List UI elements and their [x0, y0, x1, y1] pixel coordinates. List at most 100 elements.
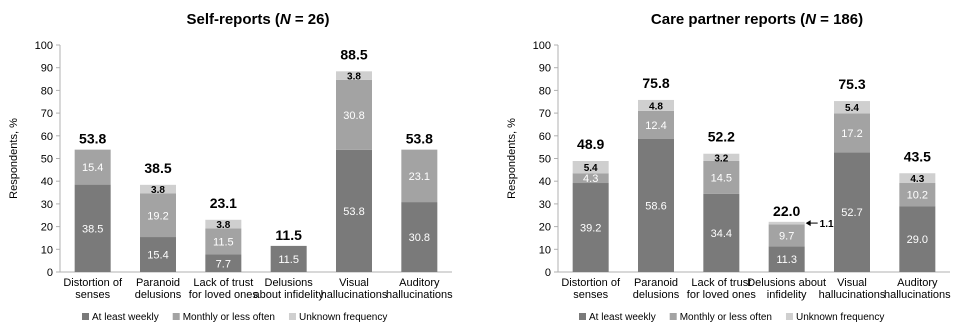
bar-value-label: 5.4	[845, 103, 859, 114]
bar-total-label: 52.2	[708, 129, 735, 145]
x-tick-label: hallucinations	[386, 289, 453, 301]
bar-value-label: 11.5	[213, 236, 234, 248]
legend-group: At least weekly Monthly or less often Unkn…	[579, 312, 884, 323]
title-part: = 186)	[816, 11, 863, 28]
bar-value-label: 3.8	[151, 185, 165, 196]
bar-value-label: 4.8	[649, 101, 663, 112]
legend-label: At least weekly	[589, 312, 656, 323]
y-tick-label: 70	[41, 108, 53, 120]
y-tick-label: 80	[539, 85, 551, 97]
self-reports-chart: Self-reports (N = 26) Respondents, % 0 10 20…	[8, 11, 453, 301]
bar-total-label: 88.5	[340, 46, 367, 62]
bar-total-label: 53.8	[79, 131, 106, 147]
bar-value-label: 3.8	[347, 72, 361, 83]
x-tick-label: Delusions	[265, 277, 314, 289]
bar-segment-unknown	[336, 71, 372, 80]
y-tick-label: 30	[539, 199, 551, 211]
bar-segment-unknown	[703, 153, 740, 161]
bar-segment-weekly	[703, 193, 740, 272]
bar-segment-unknown	[572, 160, 609, 174]
legend-swatch-unknown	[785, 313, 793, 320]
y-tick-label: 100	[533, 40, 551, 52]
y-axis-label: Respondents, %	[506, 118, 518, 199]
bar-total-label: 48.9	[577, 136, 604, 152]
bar-segment-unknown	[205, 219, 242, 229]
x-tick-label: Visual	[837, 277, 867, 289]
bar-segment-weekly	[899, 206, 936, 272]
bar-segment-monthly	[638, 110, 674, 139]
y-tick-label: 10	[539, 244, 551, 256]
bar-value-label: 19.2	[147, 210, 168, 222]
bar-segment-monthly	[140, 193, 176, 238]
bar-value-label: 39.2	[580, 223, 601, 235]
x-tick-label: Paranoid	[136, 277, 180, 289]
bar-total-label: 11.5	[275, 227, 302, 243]
legend-swatch-weekly	[82, 313, 89, 320]
bar-segment-weekly	[572, 183, 609, 272]
legend-label: Unknown frequency	[299, 312, 387, 323]
y-tick-label: 0	[545, 267, 551, 279]
bar-total-label: 38.5	[144, 160, 171, 176]
x-tick-label: Auditory	[399, 277, 440, 289]
bar-segment-monthly	[768, 224, 805, 247]
title-part: = 26)	[291, 11, 330, 28]
title-n: N	[280, 11, 292, 28]
bar-segment-weekly	[401, 202, 438, 272]
bar-value-label: 34.4	[711, 228, 732, 240]
bar-value-label: 58.6	[645, 200, 666, 212]
x-tick-label: about infidelity	[254, 289, 325, 301]
legend-swatch-monthly	[172, 313, 180, 320]
bar-segment-monthly	[899, 183, 936, 207]
annotation-arrow-head	[805, 220, 811, 227]
title-part: Care partner reports (	[651, 11, 805, 28]
bar-total-label: 23.1	[210, 195, 237, 211]
y-tick-label: 60	[41, 131, 53, 143]
x-tick-label: Paranoid	[634, 277, 678, 289]
x-tick-label: delusions	[633, 289, 680, 301]
bar-total-label: 43.5	[904, 148, 931, 164]
bar-segment-weekly	[140, 237, 176, 272]
legend-swatch-monthly	[669, 313, 677, 320]
x-tick-label: hallucinations	[321, 289, 388, 301]
bar-value-label: 3.8	[216, 220, 230, 231]
y-tick-label: 50	[41, 154, 53, 166]
y-tick-label: 10	[41, 244, 53, 256]
x-tick-label: Lack of trust	[193, 277, 253, 289]
bar-value-label: 4.3	[583, 173, 598, 185]
bar-segment-monthly	[572, 173, 609, 184]
x-tick-label: Auditory	[897, 277, 938, 289]
bar-segment-weekly	[205, 254, 242, 272]
bar-segment-weekly	[336, 149, 372, 272]
legend-swatch-weekly	[579, 313, 586, 320]
bar-segment-monthly	[703, 160, 740, 194]
bar-segment-monthly	[74, 149, 111, 185]
x-tick-label: Delusions about	[747, 277, 826, 289]
x-tick-label: for loved ones	[189, 289, 259, 301]
legend-group: At least weekly Monthly or less often Unkn…	[82, 312, 387, 323]
bar-total-label: 75.8	[642, 75, 669, 91]
x-tick-label: Lack of trust	[691, 277, 751, 289]
y-tick-label: 40	[41, 176, 53, 188]
bar-segment-unknown	[638, 99, 674, 111]
x-tick-label: Distortion of	[561, 277, 621, 289]
bar-value-label: 53.8	[343, 206, 364, 218]
bar-value-label: 15.4	[147, 250, 168, 262]
bar-segment-monthly	[834, 113, 870, 153]
legend-label: Unknown frequency	[796, 312, 884, 323]
bar-segment-unknown	[768, 221, 805, 225]
title-part: Self-reports (	[187, 11, 280, 28]
bar-segment-monthly	[336, 79, 372, 150]
y-tick-label: 20	[539, 222, 551, 234]
x-tick-label: for loved ones	[687, 289, 757, 301]
bar-segment-weekly	[768, 246, 805, 272]
y-tick-label: 90	[41, 63, 53, 75]
x-tick-label: senses	[573, 289, 608, 301]
y-tick-label: 60	[539, 131, 551, 143]
annotation-label: 1.1	[820, 219, 834, 230]
bar-value-label: 9.7	[779, 230, 794, 242]
bar-value-label: 12.4	[645, 120, 666, 132]
y-tick-label: 50	[539, 154, 551, 166]
legend-label: Monthly or less often	[183, 312, 275, 323]
bar-segment-weekly	[834, 152, 870, 272]
